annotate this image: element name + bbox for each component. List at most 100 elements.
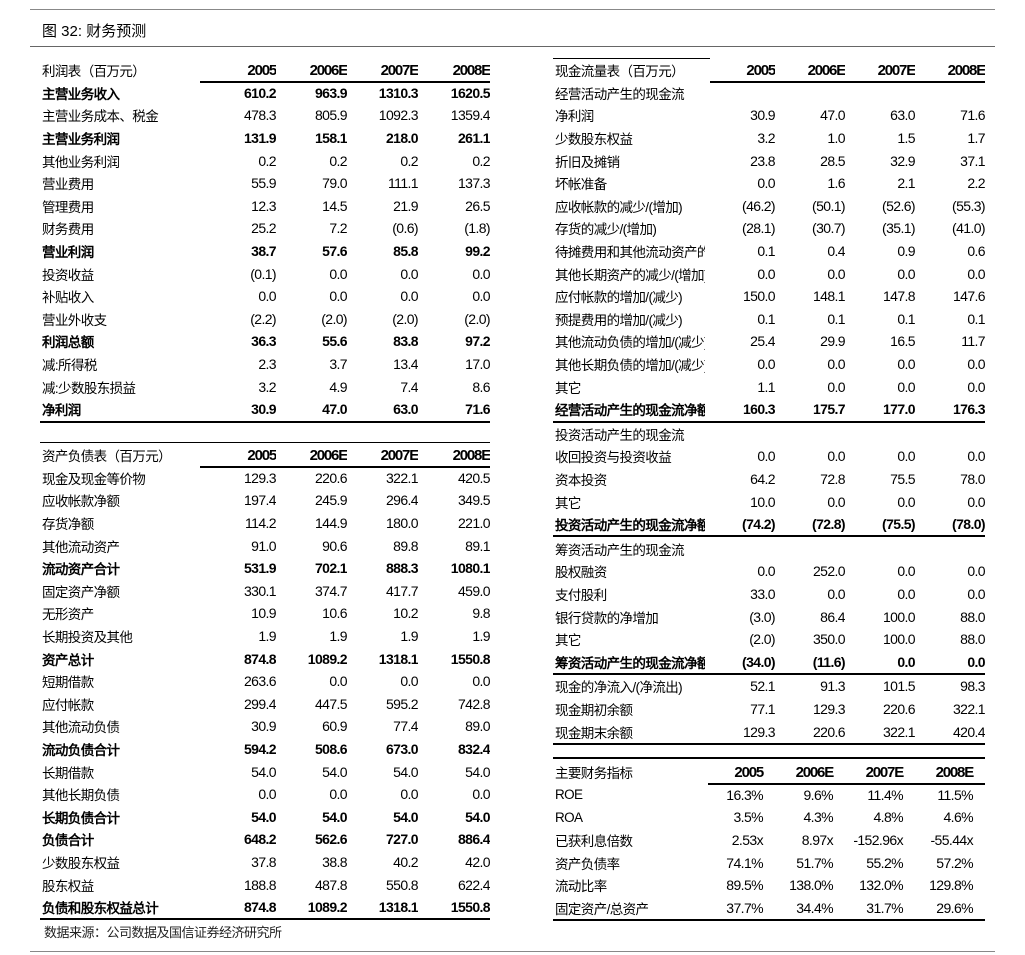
cell-value: 160.3 <box>705 397 775 423</box>
cell-value: (50.1) <box>812 197 845 214</box>
table-row: 股东权益 188.8 487.8 550.8 622.4 <box>40 873 490 896</box>
cell-value <box>915 536 985 560</box>
cell-value: 21.9 <box>393 197 418 214</box>
table-row: 资产总计 874.8 1089.2 1318.1 1550.8 <box>40 647 490 670</box>
row-label: 其它 <box>555 495 581 511</box>
cell-value: (78.0) <box>915 512 985 538</box>
cell-value: 129.3 <box>812 700 845 717</box>
row-label: 固定资产净额 <box>42 584 120 600</box>
cell-value: 99.2 <box>465 243 490 260</box>
cell-value: 0.0 <box>472 265 490 282</box>
table-row: 其它 (2.0) 350.0 100.0 88.0 <box>553 628 985 651</box>
cell-value: 2.1 <box>897 175 915 192</box>
figure-title: 图 32: 财务预测 <box>42 20 146 41</box>
column-header: 2006E <box>309 446 347 464</box>
row-label: 存货的减少/(增加) <box>555 222 657 238</box>
row-label: 其他长期资产的减少/(增加) <box>555 267 705 283</box>
row-label: 投资活动产生的现金流净额 <box>553 512 705 538</box>
table-header-row: 现金流量表（百万元） 2005 2006E 2007E 2008E <box>553 59 985 82</box>
cell-value: 487.8 <box>314 876 347 893</box>
cell-value: 97.2 <box>465 333 490 350</box>
cell-value: (46.2) <box>742 197 775 214</box>
cell-value: 322.1 <box>952 700 985 717</box>
cell-value: 9.8 <box>472 605 490 622</box>
cell-value: 129.8% <box>929 877 973 894</box>
balance-sheet-table: 资产负债表（百万元） 2005 2006E 2007E 2008E 现金及现金等价物 129… <box>40 444 490 921</box>
cell-value: 38.7 <box>251 243 276 260</box>
cell-value: 1092.3 <box>378 107 418 124</box>
cell-value <box>915 422 985 446</box>
row-label: 预提费用的增加/(减少) <box>555 312 683 328</box>
table-row: 其它 10.0 0.0 0.0 0.0 <box>553 490 985 513</box>
key-ratios-table: 主要财务指标 2005 2006E 2007E 2008E ROE 16.3% 9.6% 11.… <box>553 761 985 922</box>
table-row: 固定资产/总资产 37.7% 34.4% 31.7% 29.6% <box>553 896 985 922</box>
cell-value: 0.0 <box>757 175 775 192</box>
cell-value: 0.0 <box>897 563 915 580</box>
cell-value: 30.9 <box>205 397 276 423</box>
table-row: 长期投资及其他 1.9 1.9 1.9 1.9 <box>40 625 490 648</box>
cell-value: (30.7) <box>812 220 845 237</box>
cell-value: 86.4 <box>820 608 845 625</box>
cell-value: 17.0 <box>465 356 490 373</box>
column-header: 2007E <box>380 446 418 464</box>
cell-value: 3.7 <box>329 356 347 373</box>
row-label: 补贴收入 <box>42 290 94 306</box>
cell-value <box>845 422 915 446</box>
table-row: 短期借款 263.6 0.0 0.0 0.0 <box>40 670 490 693</box>
cell-value: 296.4 <box>385 492 418 509</box>
cell-value: 0.0 <box>897 448 915 465</box>
table-row: 现金及现金等价物 129.3 220.6 322.1 420.5 <box>40 467 490 490</box>
row-label: 其它 <box>555 633 581 649</box>
cell-value: 1.9 <box>258 628 276 645</box>
cell-value: 33.0 <box>750 585 775 602</box>
cell-value: 886.4 <box>457 831 490 848</box>
table-row: 流动资产合计 531.9 702.1 888.3 1080.1 <box>40 557 490 580</box>
table-row: 财务费用 25.2 7.2 (0.6) (1.8) <box>40 217 490 240</box>
cell-value: 220.6 <box>314 469 347 486</box>
cell-value: 54.0 <box>393 763 418 780</box>
cell-value <box>915 82 985 105</box>
cell-value: 349.5 <box>457 492 490 509</box>
cell-value: 0.0 <box>897 265 915 282</box>
cell-value: (0.1) <box>250 265 276 282</box>
cell-value: 13.4 <box>393 356 418 373</box>
cell-value: 77.4 <box>393 718 418 735</box>
cell-value: 252.0 <box>812 563 845 580</box>
table-row: 支付股利 33.0 0.0 0.0 0.0 <box>553 583 985 606</box>
cell-value: 0.0 <box>827 356 845 373</box>
cell-value: 89.5% <box>726 877 763 894</box>
table-row: ROA 3.5% 4.3% 4.8% 4.6% <box>553 806 985 829</box>
cell-value: (55.3) <box>952 197 985 214</box>
cell-value: 11.4% <box>867 786 903 803</box>
cell-value: 101.5 <box>882 678 915 695</box>
cell-value: (72.8) <box>775 512 845 538</box>
cell-value <box>705 536 775 560</box>
cell-value: 4.8% <box>873 809 903 826</box>
cell-value: 137.3 <box>457 175 490 192</box>
row-label: 资产负债率 <box>555 856 620 872</box>
title-rule <box>30 46 995 47</box>
table-header-row: 资产负债表（百万元） 2005 2006E 2007E 2008E <box>40 444 490 467</box>
cell-value: 0.0 <box>329 673 347 690</box>
cell-value: 10.6 <box>322 605 347 622</box>
cell-value: 89.1 <box>465 537 490 554</box>
cell-value: 0.2 <box>258 152 276 169</box>
cell-value: 37.1 <box>960 152 985 169</box>
cell-value: 129.3 <box>705 720 775 745</box>
cell-value: 131.9 <box>243 130 276 147</box>
cell-value: 0.0 <box>827 585 845 602</box>
cell-value: 220.6 <box>882 700 915 717</box>
cell-value: 197.4 <box>243 492 276 509</box>
cell-value <box>845 536 915 560</box>
column-header: 2005 <box>746 61 775 79</box>
cell-value: 90.6 <box>322 537 347 554</box>
row-label: 经营活动产生的现金流 <box>555 86 685 102</box>
cell-value: 1.0 <box>827 130 845 147</box>
cell-value: 0.1 <box>897 310 915 327</box>
cell-value: 1318.1 <box>347 895 418 921</box>
cell-value: (2.2) <box>250 310 276 327</box>
cell-value: 147.6 <box>952 288 985 305</box>
table-row: 减:少数股东损益 3.2 4.9 7.4 8.6 <box>40 375 490 398</box>
cell-value: 742.8 <box>457 695 490 712</box>
cell-value: 79.0 <box>322 175 347 192</box>
